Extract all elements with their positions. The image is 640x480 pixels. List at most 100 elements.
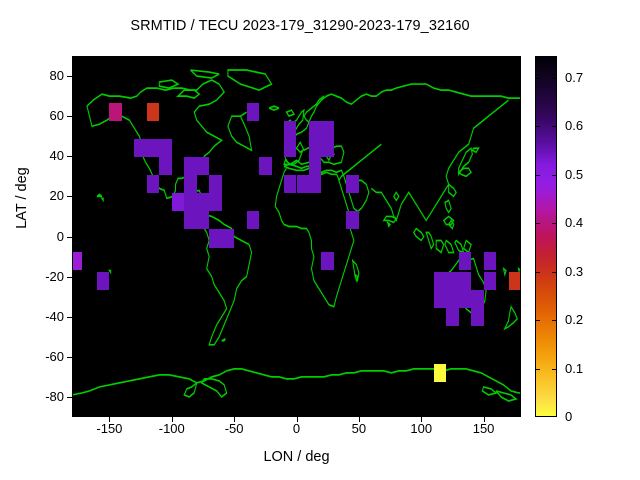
data-cell	[246, 211, 260, 230]
x-tick-mark	[358, 417, 360, 422]
y-tick-label: -20	[45, 268, 64, 284]
data-cell	[308, 121, 322, 140]
data-cell	[184, 211, 197, 230]
y-tick-mark	[67, 276, 72, 278]
x-tick-label: -50	[224, 421, 244, 436]
data-cell	[196, 157, 210, 176]
data-cell	[284, 121, 297, 140]
y-tick-mark	[67, 156, 72, 158]
colorbar-tick-label: 0.7	[565, 69, 584, 85]
data-cell	[346, 211, 359, 230]
colorbar-tick-mark	[535, 77, 540, 79]
x-tick-label: -100	[158, 421, 185, 436]
data-cell	[209, 175, 222, 194]
colorbar-tick-mark	[535, 320, 540, 322]
y-tick-label: -60	[45, 348, 64, 364]
y-tick-label: 80	[49, 68, 64, 84]
y-tick-label: -40	[45, 308, 64, 324]
data-cell	[246, 103, 260, 122]
x-tick-mark	[421, 417, 423, 422]
data-cell	[284, 175, 297, 194]
y-tick-label: 40	[49, 148, 64, 164]
y-tick-label: 0	[56, 228, 64, 244]
data-cell	[221, 229, 235, 248]
y-tick-mark	[67, 196, 72, 198]
y-tick-label: -80	[45, 388, 64, 404]
colorbar-tick-mark	[552, 174, 557, 176]
data-cell	[196, 193, 210, 212]
data-cell	[72, 251, 82, 270]
colorbar-tick-mark	[552, 368, 557, 370]
y-tick-mark	[67, 396, 72, 398]
data-cell	[184, 193, 197, 212]
data-cell	[433, 289, 447, 308]
data-cell	[321, 121, 334, 140]
x-tick-mark	[234, 417, 236, 422]
x-tick-mark	[109, 417, 111, 422]
colorbar-tick-mark	[552, 126, 557, 128]
data-cell	[346, 175, 359, 194]
y-tick-label: 60	[49, 108, 64, 124]
data-cell	[159, 139, 172, 158]
data-cell	[209, 229, 222, 248]
colorbar-tick-label: 0.1	[565, 360, 584, 376]
data-cell	[146, 175, 160, 194]
data-cell	[458, 289, 472, 308]
data-cell	[209, 193, 222, 212]
data-cell	[321, 139, 334, 158]
y-tick-mark	[67, 116, 72, 118]
data-cell	[146, 139, 160, 158]
y-tick-mark	[67, 316, 72, 318]
data-cell	[471, 307, 484, 326]
data-cell	[471, 289, 484, 308]
data-cell	[446, 307, 459, 326]
x-tick-label: 100	[410, 421, 433, 436]
data-cell	[433, 271, 447, 290]
colorbar[interactable]	[535, 56, 557, 417]
data-cell	[483, 271, 497, 290]
colorbar-tick-mark	[552, 320, 557, 322]
colorbar-tick-mark	[552, 77, 557, 79]
data-cell	[109, 103, 122, 122]
data-cells-layer	[72, 56, 521, 417]
colorbar-tick-label: 0.5	[565, 166, 584, 182]
x-tick-label: 50	[351, 421, 367, 436]
data-cell	[96, 271, 110, 290]
colorbar-tick-mark	[552, 223, 557, 225]
data-cell	[184, 175, 197, 194]
data-cell	[296, 175, 309, 194]
data-cell	[508, 271, 521, 290]
data-cell	[259, 157, 272, 176]
colorbar-gradient	[535, 56, 557, 417]
data-cell	[134, 139, 147, 158]
y-tick-mark	[67, 76, 72, 78]
colorbar-tick-mark	[535, 126, 540, 128]
data-cell	[308, 157, 322, 176]
x-tick-label: 150	[472, 421, 495, 436]
x-tick-mark	[483, 417, 485, 422]
y-tick-mark	[67, 236, 72, 238]
data-cell	[458, 251, 472, 270]
colorbar-tick-label: 0.3	[565, 263, 584, 279]
data-cell	[446, 271, 459, 290]
data-cell	[196, 211, 210, 230]
colorbar-tick-mark	[535, 271, 540, 273]
x-tick-label: 0	[292, 421, 301, 436]
data-cell	[458, 271, 472, 290]
data-cell	[184, 157, 197, 176]
colorbar-tick-mark	[552, 271, 557, 273]
data-cell	[321, 251, 334, 270]
colorbar-tick-mark	[535, 174, 540, 176]
page-title: SRMTID / TECU 2023-179_31290-2023-179_32…	[130, 18, 470, 34]
x-axis-label: LON / deg	[263, 449, 330, 465]
y-tick-mark	[67, 356, 72, 358]
data-cell	[159, 157, 172, 176]
map-plot-area[interactable]	[72, 56, 521, 417]
data-cell	[308, 175, 322, 194]
x-tick-mark	[171, 417, 173, 422]
colorbar-tick-label: 0.2	[565, 312, 584, 328]
data-cell	[146, 103, 160, 122]
colorbar-tick-label: 0.4	[565, 215, 584, 231]
x-tick-label: -150	[96, 421, 123, 436]
